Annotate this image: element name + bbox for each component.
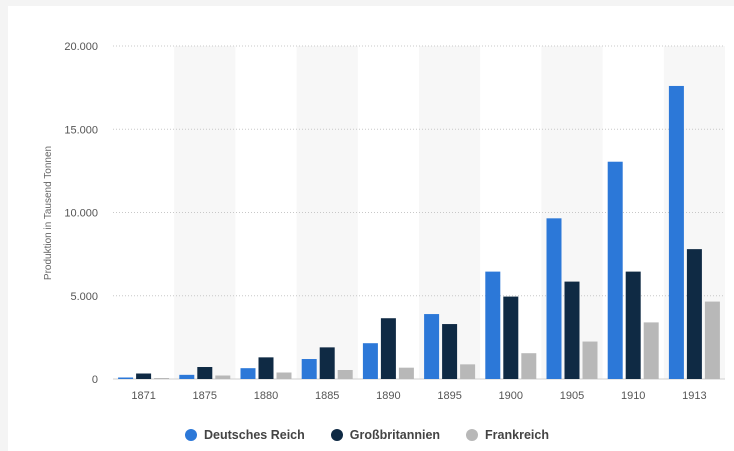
bar-frankreich-1895[interactable] xyxy=(460,364,476,379)
legend-item[interactable]: Deutsches Reich xyxy=(185,428,305,442)
bar-gro-britannien-1871[interactable] xyxy=(136,373,152,379)
x-tick-label: 1913 xyxy=(682,390,706,402)
bar-gro-britannien-1880[interactable] xyxy=(258,357,274,379)
legend-item[interactable]: Frankreich xyxy=(466,428,549,442)
legend-label: Frankreich xyxy=(485,428,549,442)
x-tick-label: 1895 xyxy=(437,390,461,402)
bar-frankreich-1890[interactable] xyxy=(398,367,414,379)
bar-gro-britannien-1913[interactable] xyxy=(686,249,702,379)
x-tick-label: 1871 xyxy=(131,390,155,402)
bar-gro-britannien-1890[interactable] xyxy=(380,318,396,379)
bar-deutsches-reich-1895[interactable] xyxy=(424,314,440,379)
bar-deutsches-reich-1885[interactable] xyxy=(301,359,317,379)
bar-gro-britannien-1905[interactable] xyxy=(564,281,580,379)
x-tick-label: 1910 xyxy=(621,390,645,402)
bar-deutsches-reich-1875[interactable] xyxy=(179,374,195,379)
bar-gro-britannien-1900[interactable] xyxy=(503,296,519,379)
x-tick-label: 1875 xyxy=(193,390,217,402)
bar-gro-britannien-1875[interactable] xyxy=(197,367,213,379)
bar-frankreich-1871[interactable] xyxy=(154,378,170,379)
y-tick-label: 20.000 xyxy=(64,41,98,53)
y-axis-ticks: 0 5.000 10.000 15.000 20.000 xyxy=(64,41,98,386)
bar-deutsches-reich-1905[interactable] xyxy=(546,218,562,379)
bar-frankreich-1875[interactable] xyxy=(215,375,231,379)
legend-label: Großbritannien xyxy=(349,428,441,442)
bar-deutsches-reich-1900[interactable] xyxy=(485,271,501,379)
bar-deutsches-reich-1871[interactable] xyxy=(118,377,134,379)
x-axis-ticks: 1871 1875 1880 1885 1890 1895 1900 1905 1910 1913 xyxy=(131,390,706,402)
y-tick-label: 10.000 xyxy=(64,208,98,220)
legend-dot-icon xyxy=(466,429,479,441)
bar-frankreich-1913[interactable] xyxy=(704,301,720,379)
category-band xyxy=(174,46,236,379)
bar-deutsches-reich-1910[interactable] xyxy=(607,161,623,379)
y-tick-label: 15.000 xyxy=(64,124,98,136)
y-axis-label: Produktion in Tausend Tonnen xyxy=(43,146,54,280)
bar-deutsches-reich-1880[interactable] xyxy=(240,368,256,379)
bar-deutsches-reich-1890[interactable] xyxy=(362,343,378,379)
bar-gro-britannien-1885[interactable] xyxy=(319,347,335,379)
bar-frankreich-1880[interactable] xyxy=(276,372,292,379)
x-tick-label: 1880 xyxy=(254,390,278,402)
chart-legend: Deutsches Reich Großbritannien Frankreich xyxy=(0,428,734,442)
bar-gro-britannien-1910[interactable] xyxy=(625,271,641,379)
x-tick-label: 1890 xyxy=(376,390,400,402)
x-tick-label: 1905 xyxy=(560,390,584,402)
legend-dot-icon xyxy=(185,429,198,441)
legend-dot-icon xyxy=(330,429,343,441)
bar-frankreich-1910[interactable] xyxy=(643,322,659,379)
bar-frankreich-1905[interactable] xyxy=(582,341,598,379)
x-tick-label: 1885 xyxy=(315,390,339,402)
bar-gro-britannien-1895[interactable] xyxy=(442,324,458,379)
gridlines xyxy=(113,45,725,380)
legend-label: Deutsches Reich xyxy=(204,428,305,442)
bar-frankreich-1900[interactable] xyxy=(521,353,537,379)
bars xyxy=(118,85,720,380)
y-tick-label: 0 xyxy=(92,374,98,386)
bar-frankreich-1885[interactable] xyxy=(337,370,353,379)
y-tick-label: 5.000 xyxy=(70,291,98,303)
x-tick-label: 1900 xyxy=(499,390,523,402)
legend-item[interactable]: Großbritannien xyxy=(330,428,441,442)
bar-deutsches-reich-1913[interactable] xyxy=(668,85,684,380)
